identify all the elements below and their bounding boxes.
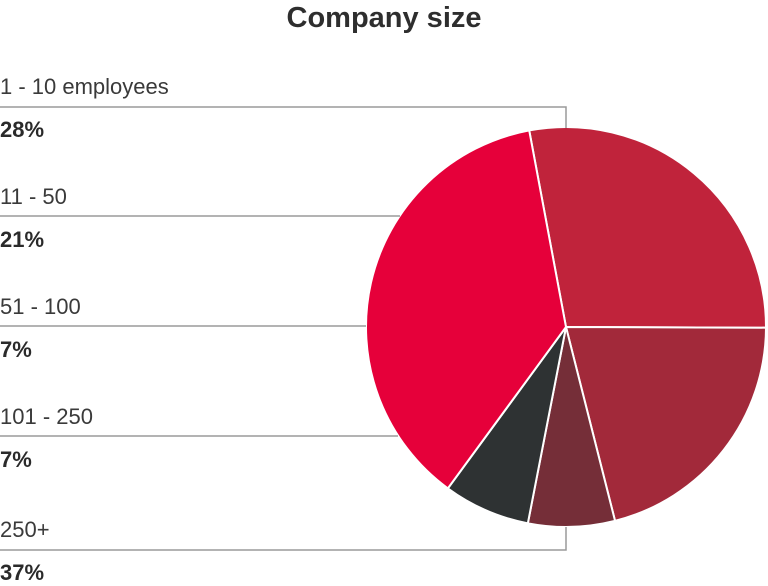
legend-label-101-250: 101 - 250 bbox=[0, 404, 93, 429]
legend-label-51-100: 51 - 100 bbox=[0, 294, 81, 319]
pie-slices bbox=[365, 126, 768, 528]
legend-label-11-50: 11 - 50 bbox=[0, 184, 67, 209]
leader-line bbox=[0, 527, 567, 551]
leader-lines bbox=[0, 106, 567, 551]
legend-label-1-10: 1 - 10 employees bbox=[0, 74, 169, 99]
pie-slice bbox=[365, 129, 568, 490]
legend-value-51-100: 7% bbox=[0, 337, 32, 362]
chart-title: Company size bbox=[286, 2, 482, 34]
leader-line bbox=[0, 106, 567, 128]
legend-value-250-plus: 37% bbox=[0, 560, 45, 585]
legend-label-250-plus: 250+ bbox=[0, 517, 50, 542]
pie-slice bbox=[564, 325, 768, 523]
pie-slice bbox=[528, 126, 767, 329]
legend-value-101-250: 7% bbox=[0, 447, 32, 472]
legend-value-11-50: 21% bbox=[0, 227, 45, 252]
legend-value-1-10: 28% bbox=[0, 117, 45, 142]
